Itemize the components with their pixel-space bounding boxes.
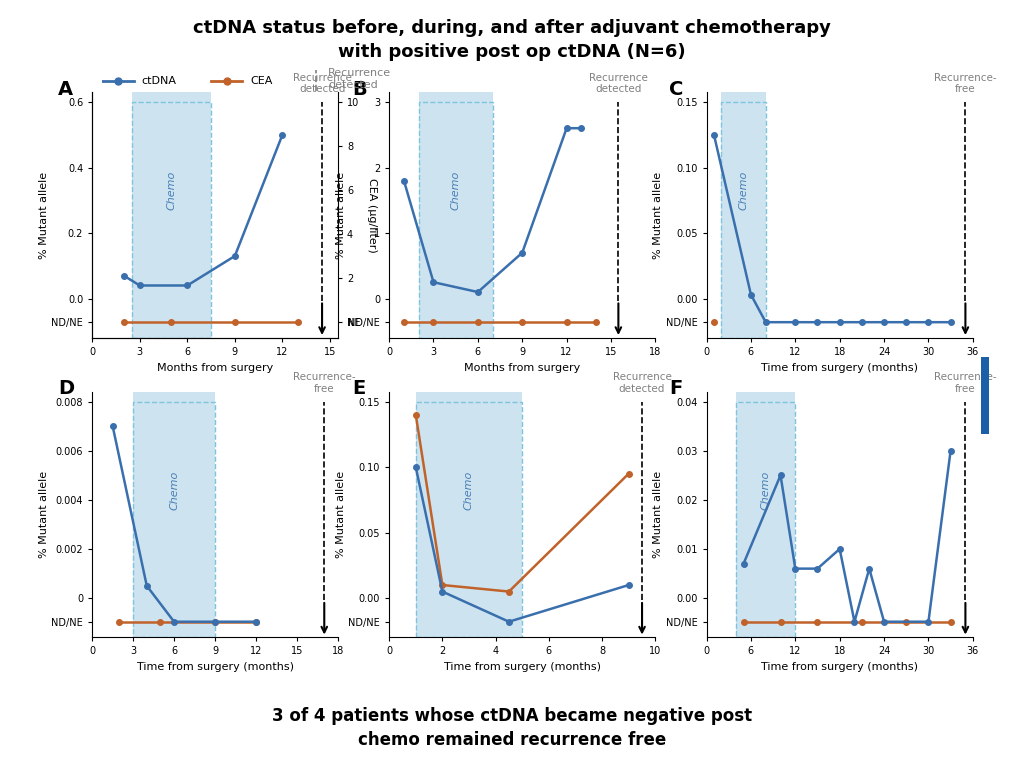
Y-axis label: % Mutant allele: % Mutant allele: [39, 171, 48, 259]
Text: ctDNA status before, during, and after adjuvant chemotherapy
with positive post : ctDNA status before, during, and after a…: [194, 19, 830, 61]
Text: F: F: [670, 379, 683, 399]
Y-axis label: % Mutant allele: % Mutant allele: [653, 171, 663, 259]
Text: E: E: [352, 379, 366, 399]
Y-axis label: % Mutant allele: % Mutant allele: [653, 471, 663, 558]
Text: ctDNA: ctDNA: [141, 75, 176, 86]
Bar: [132, 92, 211, 338]
X-axis label: Time from surgery (months): Time from surgery (months): [761, 362, 919, 372]
Text: Chemo: Chemo: [464, 470, 474, 510]
Y-axis label: % Mutant allele: % Mutant allele: [39, 471, 48, 558]
Text: Recurrence
detected: Recurrence detected: [328, 68, 391, 90]
Y-axis label: % Mutant allele: % Mutant allele: [336, 471, 345, 558]
Text: Recurrence-
free: Recurrence- free: [934, 372, 996, 394]
Bar: [419, 92, 493, 338]
Bar: [133, 402, 215, 637]
Text: Chemo: Chemo: [169, 470, 179, 510]
Bar: [736, 402, 796, 637]
Bar: [419, 102, 493, 338]
X-axis label: Time from surgery (months): Time from surgery (months): [443, 662, 601, 672]
Bar: [736, 392, 796, 637]
Text: Chemo: Chemo: [761, 470, 771, 510]
Bar: [721, 92, 766, 338]
Y-axis label: CEA (µg/liter): CEA (µg/liter): [368, 177, 377, 253]
X-axis label: Time from surgery (months): Time from surgery (months): [136, 662, 294, 672]
Text: Chemo: Chemo: [738, 170, 749, 210]
Bar: [416, 402, 522, 637]
Text: Recurrence-
free: Recurrence- free: [934, 72, 996, 94]
Text: Recurrence
detected: Recurrence detected: [589, 72, 648, 94]
Text: Chemo: Chemo: [167, 170, 176, 210]
Text: B: B: [352, 80, 367, 99]
Bar: [133, 392, 215, 637]
Text: C: C: [670, 80, 684, 99]
Text: D: D: [57, 379, 74, 399]
Text: 3 of 4 patients whose ctDNA became negative post
chemo remained recurrence free: 3 of 4 patients whose ctDNA became negat…: [272, 707, 752, 749]
Text: CEA: CEA: [250, 75, 272, 86]
X-axis label: Months from surgery: Months from surgery: [157, 362, 273, 372]
X-axis label: Months from surgery: Months from surgery: [464, 362, 581, 372]
X-axis label: Time from surgery (months): Time from surgery (months): [761, 662, 919, 672]
Bar: [721, 102, 766, 338]
Text: A: A: [57, 80, 73, 99]
Text: Recurrence
detected: Recurrence detected: [612, 372, 672, 394]
Text: Chemo: Chemo: [451, 170, 461, 210]
Text: Recurrence-
free: Recurrence- free: [293, 372, 355, 394]
Text: Recurrence
detected: Recurrence detected: [293, 72, 351, 94]
Bar: [416, 392, 522, 637]
Y-axis label: % Mutant allele: % Mutant allele: [336, 171, 345, 259]
Bar: [132, 102, 211, 338]
